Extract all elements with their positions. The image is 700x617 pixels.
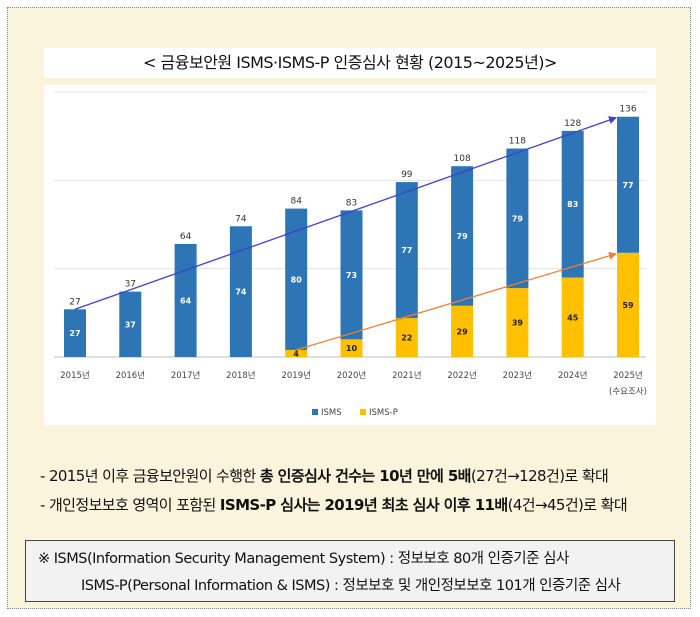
data-label-isms-p: 22 xyxy=(401,334,412,343)
bar-isms xyxy=(395,182,418,319)
bullet-2-bold: ISMS-P 심사는 2019년 최초 심사 이후 11배 xyxy=(219,496,508,514)
bar-isms xyxy=(64,309,86,357)
bar-isms-p xyxy=(340,339,363,357)
bar-isms xyxy=(229,226,252,357)
stacked-bar-chart: 27 27 2015년 37 37 2016년 64 64 2017년 74 74 2018년 4 80 8… xyxy=(54,91,647,418)
bar-isms xyxy=(451,166,474,306)
x-tick-label: 2020년 xyxy=(337,370,366,381)
total-label: 64 xyxy=(180,232,192,242)
bar-isms-p xyxy=(617,252,639,357)
definition-note: ※ ISMS(Information Security Management S… xyxy=(25,540,675,602)
note-isms: ※ ISMS(Information Security Management S… xyxy=(38,551,569,567)
bar-isms xyxy=(561,130,584,278)
bar-isms xyxy=(340,210,363,340)
data-label-isms: 77 xyxy=(622,181,633,190)
bullet-1-prefix: - 2015년 이후 금융보안원이 수행한 xyxy=(40,467,260,485)
data-label-isms-p: 29 xyxy=(457,327,469,336)
bar-isms-p xyxy=(285,349,308,357)
data-label-isms-p: 45 xyxy=(567,313,579,322)
total-label: 108 xyxy=(454,154,471,164)
total-label: 118 xyxy=(509,137,526,147)
data-label-isms: 27 xyxy=(69,329,80,338)
bar-isms-p xyxy=(395,318,418,357)
data-label-isms: 80 xyxy=(291,275,303,284)
bullet-2-suffix: (4건→45건)로 확대 xyxy=(507,496,628,514)
x-tick-label: 2025년 xyxy=(613,370,642,381)
legend-label: ISMS-P xyxy=(369,408,398,418)
x-tick-label: 2024년 xyxy=(558,370,587,381)
data-label-isms: 74 xyxy=(235,288,247,297)
chart-title: < 금융보안원 ISMS·ISMS-P 인증심사 현황 (2015~2025년)… xyxy=(44,48,656,78)
x-tick-label: 2022년 xyxy=(447,370,476,381)
x-tick-label: 2021년 xyxy=(392,370,421,381)
total-label: 128 xyxy=(564,119,581,129)
trend-arrow xyxy=(296,251,617,351)
total-label: 99 xyxy=(401,170,413,180)
bullet-2: - 개인정보보호 영역이 포함된 ISMS-P 심사는 2019년 최초 심사 … xyxy=(40,494,628,515)
note-isms-p: ISMS-P(Personal Information & ISMS) : 정보… xyxy=(81,578,621,594)
data-label-isms-p: 10 xyxy=(346,344,358,353)
x-tick-label: 2023년 xyxy=(503,370,532,381)
data-label-isms: 79 xyxy=(457,232,469,241)
x-tick-label: 2017년 xyxy=(171,370,200,381)
total-label: 37 xyxy=(125,280,136,290)
data-label-isms: 83 xyxy=(567,200,578,209)
bullet-1-suffix: (27건→128건)로 확대 xyxy=(470,467,609,485)
x-tick-sublabel: (수요조사) xyxy=(609,387,647,397)
x-tick-label: 2016년 xyxy=(116,370,145,381)
total-label: 83 xyxy=(346,198,357,208)
bullet-2-prefix: - 개인정보보호 영역이 포함된 xyxy=(40,496,220,514)
data-label-isms: 73 xyxy=(346,271,357,280)
bullet-1-bold: 총 인증심사 건수는 10년 만에 5배 xyxy=(259,467,472,485)
total-label: 136 xyxy=(619,105,636,115)
data-label-isms: 79 xyxy=(512,214,524,223)
data-label-isms-p: 4 xyxy=(293,349,299,358)
x-tick-label: 2018년 xyxy=(226,370,255,381)
total-label: 27 xyxy=(69,297,80,307)
legend-swatch xyxy=(312,409,318,415)
bullet-1: - 2015년 이후 금융보안원이 수행한 총 인증심사 건수는 10년 만에 … xyxy=(40,465,609,486)
data-label-isms: 77 xyxy=(401,246,412,255)
total-label: 74 xyxy=(235,214,247,224)
bar-isms-p xyxy=(561,277,584,357)
bar-isms-p xyxy=(506,288,529,357)
data-label-isms-p: 39 xyxy=(512,319,524,328)
total-label: 84 xyxy=(290,197,302,207)
data-label-isms: 64 xyxy=(180,296,192,305)
legend-swatch xyxy=(360,409,366,415)
data-label-isms-p: 59 xyxy=(622,301,634,310)
legend-label: ISMS xyxy=(321,408,342,418)
data-label-isms: 37 xyxy=(125,320,136,329)
x-tick-label: 2019년 xyxy=(281,370,310,381)
bar-isms xyxy=(617,116,639,253)
bar-isms xyxy=(285,208,308,350)
bar-isms-p xyxy=(451,305,474,357)
bar-isms xyxy=(119,291,142,357)
bar-isms xyxy=(506,148,529,289)
x-tick-label: 2015년 xyxy=(60,370,89,381)
trend-arrow xyxy=(74,116,617,310)
chart-area: 27 27 2015년 37 37 2016년 64 64 2017년 74 74 2018년 4 80 8… xyxy=(44,85,656,425)
